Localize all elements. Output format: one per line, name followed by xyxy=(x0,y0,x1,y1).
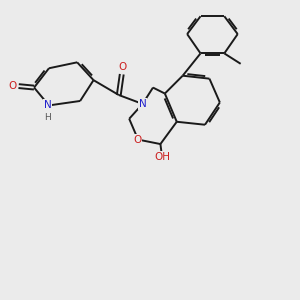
Text: N: N xyxy=(139,99,146,109)
Text: O: O xyxy=(134,135,142,145)
Text: N: N xyxy=(44,100,51,110)
Text: H: H xyxy=(44,113,51,122)
Text: O: O xyxy=(8,81,16,91)
Text: OH: OH xyxy=(155,152,171,161)
Text: O: O xyxy=(118,62,127,72)
